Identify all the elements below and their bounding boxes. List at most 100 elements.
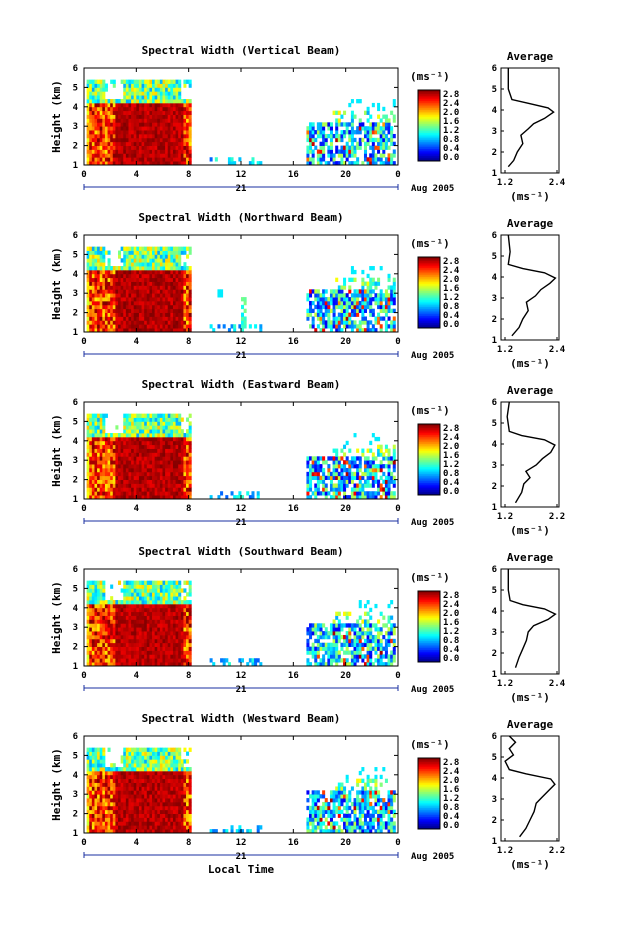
heatmap-cell (172, 304, 176, 310)
heatmap-cell (259, 662, 263, 667)
heatmap-cell (102, 262, 106, 267)
heatmap-cell (180, 277, 184, 282)
heatmap-cell (314, 654, 318, 659)
date-day: 21 (236, 184, 247, 194)
x-tick-label: 0 (81, 504, 86, 514)
heatmap-cell (102, 662, 106, 667)
heatmap-cell (89, 308, 93, 313)
heatmap-cell (118, 320, 122, 325)
heatmap-cell (350, 324, 354, 329)
heatmap-cell (152, 102, 156, 108)
heatmap-cell (382, 634, 386, 640)
heatmap-cell (144, 615, 148, 620)
heatmap-cell (107, 293, 111, 298)
heatmap-cell (340, 627, 344, 632)
heatmap-cell (350, 130, 354, 135)
heatmap-cell (392, 491, 396, 496)
x-tick-label: 20 (340, 504, 351, 514)
heatmap-cell (217, 324, 221, 329)
heatmap-cell (358, 289, 362, 294)
heatmap-cell (343, 611, 347, 616)
heatmap-cell (154, 145, 158, 150)
heatmap-cell (172, 246, 176, 251)
heatmap-cell (159, 153, 163, 158)
heatmap-cell (144, 491, 148, 496)
heatmap-cell (133, 603, 137, 609)
heatmap-cell (180, 297, 184, 302)
heatmap-cell (107, 273, 111, 279)
heatmap-cell (353, 433, 357, 438)
heatmap-cell (306, 133, 310, 139)
heatmap-cell (154, 460, 158, 465)
heatmap-cell (170, 304, 174, 310)
heatmap-cell (170, 106, 174, 112)
heatmap-cell (149, 320, 153, 325)
heatmap-cell (99, 289, 103, 294)
heatmap-cell (371, 460, 375, 465)
heatmap-cell (91, 297, 95, 302)
heatmap-cell (89, 316, 93, 321)
heatmap-cell (138, 277, 142, 282)
heatmap-cell (167, 623, 171, 628)
heatmap-cell (358, 456, 362, 461)
heatmap-cell (350, 491, 354, 496)
heatmap-cell (141, 627, 145, 632)
heatmap-cell (180, 658, 184, 663)
heatmap-cell (94, 588, 98, 593)
heatmap-cell (183, 619, 187, 624)
heatmap-cell (329, 133, 333, 139)
heatmap-cell (172, 611, 176, 616)
heatmap-cell (110, 157, 114, 162)
heatmap-cell (183, 83, 187, 88)
heatmap-cell (133, 304, 137, 310)
heatmap-cell (152, 654, 156, 659)
heatmap-cell (209, 495, 213, 500)
heatmap-cell (146, 262, 150, 267)
heatmap-cell (337, 300, 341, 306)
heatmap-cell (183, 580, 187, 585)
heatmap-cell (154, 79, 158, 84)
heatmap-cell (332, 619, 336, 624)
heatmap-cell (115, 460, 119, 465)
heatmap-cell (348, 149, 352, 154)
heatmap-cell (125, 631, 129, 636)
heatmap-cell (91, 627, 95, 632)
heatmap-cell (149, 475, 153, 480)
heatmap-cell (86, 650, 90, 655)
colorbar-segment (418, 264, 440, 267)
heatmap-cell (131, 471, 135, 477)
heatmap-cell (390, 110, 394, 115)
heatmap-cell (335, 122, 339, 127)
heatmap-cell (120, 293, 124, 298)
heatmap-cell (172, 273, 176, 279)
heatmap-cell (152, 130, 156, 135)
heatmap-cell (332, 475, 336, 480)
heatmap-cell (110, 308, 114, 313)
heatmap-cell (356, 312, 360, 317)
heatmap-cell (387, 483, 391, 488)
heatmap-cell (118, 452, 122, 457)
heatmap-cell (350, 475, 354, 480)
heatmap-cell (144, 603, 148, 609)
heatmap-cell (175, 254, 179, 259)
heatmap-cell (91, 475, 95, 480)
heatmap-cell (115, 479, 119, 484)
heatmap-cell (157, 413, 161, 418)
heatmap-cell (379, 293, 383, 298)
heatmap-cell (183, 328, 187, 333)
heatmap-cell (107, 122, 111, 127)
heatmap-cell (141, 137, 145, 143)
heatmap-cell (154, 328, 158, 333)
heatmap-cell (91, 79, 95, 84)
heatmap-cell (133, 584, 137, 589)
heatmap-cell (178, 114, 182, 119)
heatmap-cell (112, 433, 116, 438)
heatmap-cell (175, 281, 179, 286)
heatmap-cell (136, 262, 140, 267)
heatmap-cell (157, 600, 161, 605)
heatmap-cell (384, 293, 388, 298)
heatmap-cell (167, 250, 171, 255)
heatmap-cell (120, 436, 124, 442)
heatmap-cell (99, 475, 103, 480)
heatmap-cell (358, 99, 362, 104)
